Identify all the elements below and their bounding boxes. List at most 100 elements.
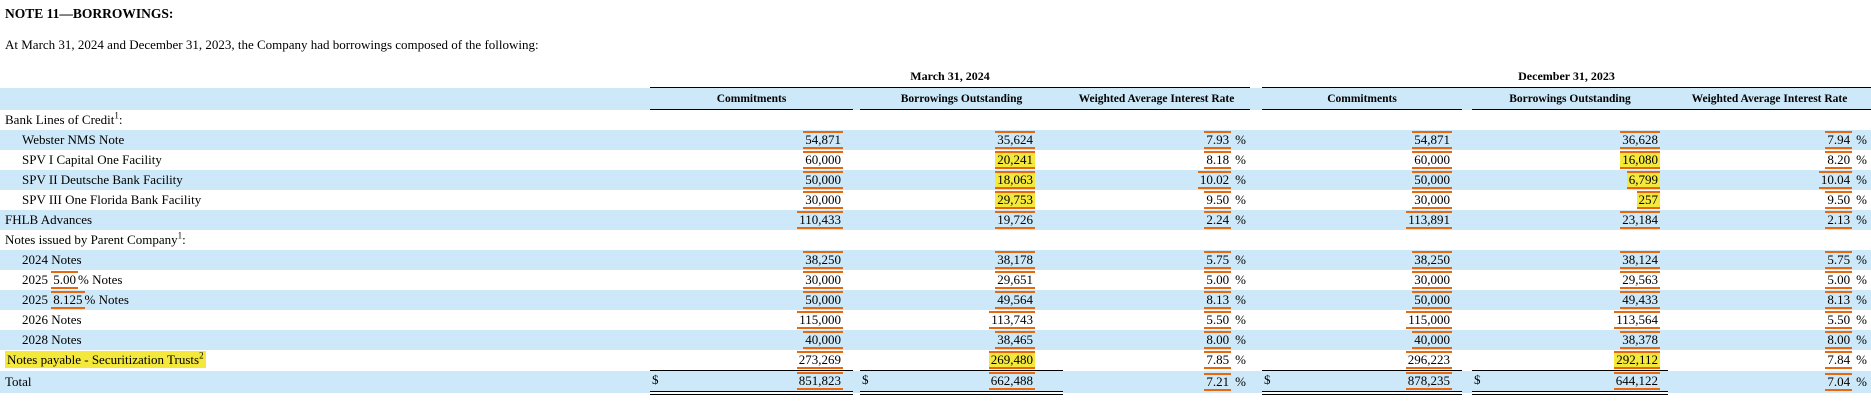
borrowings-cell-december: 292,112 — [1472, 350, 1668, 371]
tagged-number: 5.00 — [1204, 271, 1232, 289]
spacer-cell — [0, 66, 650, 88]
tagged-number: 8.20 — [1825, 151, 1853, 169]
rate-cell-december: 5.00% — [1668, 270, 1871, 290]
tagged-number: 38,250 — [1412, 251, 1452, 269]
rate-cell-december: 10.04% — [1668, 170, 1871, 190]
note-title: NOTE 11—BORROWINGS: — [5, 6, 174, 21]
tagged-number: 7.04 — [1825, 372, 1853, 391]
borrowings-cell-december: 38,124 — [1472, 250, 1668, 270]
tagged-number: 7.94 — [1825, 131, 1853, 149]
tagged-number: 49,433 — [1620, 291, 1660, 309]
tagged-number: 2.24 — [1204, 211, 1232, 229]
dollar-sign: $ — [862, 372, 869, 387]
tagged-number: 10.02 — [1197, 171, 1232, 189]
intro-paragraph: At March 31, 2024 and December 31, 2023,… — [5, 37, 539, 52]
tagged-number: 54,871 — [803, 131, 843, 149]
commitments-total-december: $878,235 — [1262, 370, 1462, 395]
commitments-cell-december: 30,000 — [1262, 190, 1462, 210]
column-header-row: Commitments Borrowings Outstanding Weigh… — [0, 87, 1871, 110]
tagged-number: 115,000 — [797, 311, 843, 329]
percent-sign: % — [1235, 132, 1246, 147]
commitments-cell-march: 115,000 — [650, 310, 853, 330]
spacer-cell — [1250, 88, 1262, 110]
commitments-cell-december: 50,000 — [1262, 290, 1462, 310]
tagged-number: 8.13 — [1204, 291, 1232, 309]
table-row: 2028 Notes 40,000 38,465 8.00% 40,000 38… — [0, 330, 1871, 350]
section-label-text: Notes issued by Parent Company — [5, 232, 178, 247]
tagged-number: 7.21 — [1204, 372, 1232, 391]
rate-cell-december: 5.50% — [1668, 310, 1871, 330]
percent-sign: % — [1856, 252, 1867, 267]
section-label: Notes issued by Parent Company1: — [0, 230, 1871, 250]
rate-cell-march: 7.93% — [1063, 130, 1250, 150]
row-label-highlighted: Notes payable - Securitization Trusts2 — [5, 350, 206, 369]
tagged-number: 273,269 — [796, 351, 843, 369]
percent-sign: % — [1235, 373, 1246, 389]
row-label-pre: 2025 — [22, 292, 52, 307]
tagged-number-highlighted: 257 — [1636, 191, 1660, 209]
tagged-number: 50,000 — [803, 171, 843, 189]
commitments-cell-march: 273,269 — [650, 350, 853, 371]
tagged-number: 36,628 — [1620, 131, 1660, 149]
tagged-number: 8.00 — [1825, 331, 1853, 349]
rate-cell-december: 7.94% — [1668, 130, 1871, 150]
tagged-number: 10.04 — [1818, 171, 1853, 189]
commitments-cell-december: 30,000 — [1262, 270, 1462, 290]
percent-sign: % — [1856, 332, 1867, 347]
borrowings-cell-march: 20,241 — [860, 150, 1063, 170]
dollar-sign: $ — [1264, 372, 1271, 387]
footnote-marker: 2 — [199, 350, 204, 361]
table-row: 2024 Notes 38,250 38,178 5.75% 38,250 38… — [0, 250, 1871, 270]
tagged-number-highlighted: 6,799 — [1626, 171, 1660, 189]
tagged-number: 5.50 — [1204, 311, 1232, 329]
borrowings-cell-december: 38,378 — [1472, 330, 1668, 350]
spacer-cell — [0, 88, 545, 110]
percent-sign: % — [1235, 172, 1246, 187]
commitments-total-march: $851,823 — [650, 370, 853, 395]
tagged-number: 60,000 — [803, 151, 843, 169]
commitments-cell-december: 60,000 — [1262, 150, 1462, 170]
rate-cell-march: 5.00% — [1063, 270, 1250, 290]
tagged-number: 115,000 — [1406, 311, 1452, 329]
tagged-number-highlighted: 18,063 — [995, 171, 1035, 189]
borrowings-cell-december: 29,563 — [1472, 270, 1668, 290]
tagged-number: 7.93 — [1204, 131, 1232, 149]
table-row: 2025 8.125% Notes 50,000 49,564 8.13% 50… — [0, 290, 1871, 310]
percent-sign: % — [1235, 152, 1246, 167]
tagged-number: 7.84 — [1825, 351, 1853, 370]
col-header-borrowings-december: Borrowings Outstanding — [1472, 87, 1668, 110]
commitments-cell-march: 30,000 — [650, 270, 853, 290]
table-row: SPV II Deutsche Bank Facility 50,000 18,… — [0, 170, 1871, 190]
tagged-number: 38,378 — [1620, 331, 1660, 349]
borrowings-cell-march: 269,480 — [860, 350, 1063, 371]
tagged-number: 9.50 — [1204, 191, 1232, 209]
borrowings-cell-march: 49,564 — [860, 290, 1063, 310]
table-row: SPV I Capital One Facility 60,000 20,241… — [0, 150, 1871, 170]
percent-sign: % — [1856, 172, 1867, 187]
tagged-number: 54,871 — [1412, 131, 1452, 149]
section-label-colon: : — [182, 232, 186, 247]
tagged-number: 662,488 — [988, 372, 1035, 390]
row-label: SPV I Capital One Facility — [22, 152, 162, 167]
borrowings-cell-december: 36,628 — [1472, 130, 1668, 150]
footnote-marker: 1 — [177, 230, 183, 241]
tagged-number-highlighted: 292,112 — [1614, 351, 1660, 369]
rate-total-march: 7.21% — [1063, 371, 1250, 394]
tagged-number-highlighted: 16,080 — [1620, 151, 1660, 169]
row-label: SPV III One Florida Bank Facility — [22, 192, 202, 207]
tagged-number: 19,726 — [995, 211, 1035, 229]
table-row: 2025 5.00% Notes 30,000 29,651 5.00% 30,… — [0, 270, 1871, 290]
section-label-colon: : — [118, 112, 123, 127]
percent-sign: % — [1856, 272, 1867, 287]
rate-cell-december: 5.75% — [1668, 250, 1871, 270]
row-label: SPV II Deutsche Bank Facility — [22, 172, 183, 187]
borrowings-cell-march: 18,063 — [860, 170, 1063, 190]
percent-sign: % — [1856, 132, 1867, 147]
tagged-number: 8.13 — [1825, 291, 1853, 309]
borrowings-cell-march: 113,743 — [860, 310, 1063, 330]
tagged-number: 110,433 — [797, 211, 843, 229]
borrowings-cell-march: 38,178 — [860, 250, 1063, 270]
period-header-row: March 31, 2024 December 31, 2023 — [0, 66, 1871, 88]
borrowings-cell-december: 6,799 — [1472, 170, 1668, 190]
table-row: SPV III One Florida Bank Facility 30,000… — [0, 190, 1871, 210]
